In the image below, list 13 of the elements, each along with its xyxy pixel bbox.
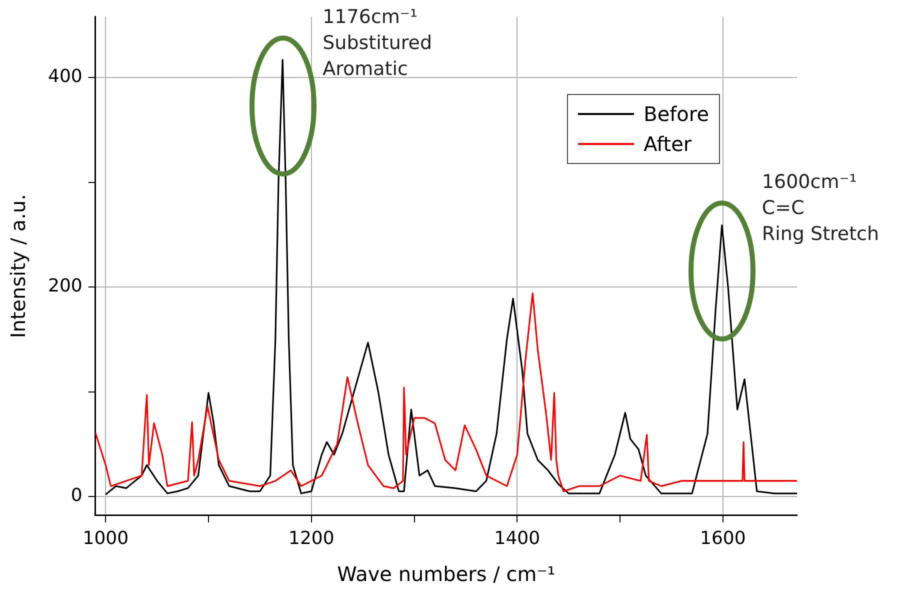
x-tick-label: 1200 (288, 528, 334, 549)
y-tick-label: 200 (48, 276, 82, 297)
x-axis-title: Wave numbers / cm⁻¹ (337, 562, 556, 586)
y-tick-label: 400 (48, 66, 82, 88)
annotation: 1600cm⁻¹ C=C Ring Stretch (762, 170, 880, 248)
y-axis-title: Intensity / a.u. (6, 194, 30, 338)
legend-label: After (644, 132, 692, 156)
y-tick-label: 0 (70, 485, 82, 506)
x-tick-label: 1600 (700, 528, 746, 549)
legend-label: Before (644, 102, 709, 126)
x-tick-label: 1000 (82, 528, 129, 549)
x-tick-label: 1400 (494, 528, 540, 549)
annotation: 1176cm⁻¹ Substitured Aromatic (322, 4, 432, 82)
